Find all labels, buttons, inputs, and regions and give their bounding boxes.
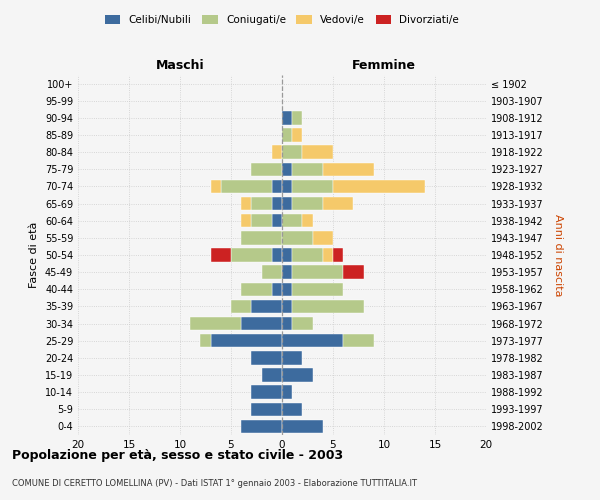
Bar xyxy=(313,231,333,244)
Bar xyxy=(200,334,211,347)
Bar xyxy=(282,197,292,210)
Bar xyxy=(241,197,251,210)
Bar xyxy=(272,146,282,159)
Bar xyxy=(282,214,302,228)
Bar xyxy=(323,197,353,210)
Bar xyxy=(292,128,302,141)
Bar xyxy=(251,300,282,313)
Bar xyxy=(282,420,323,433)
Bar xyxy=(251,162,282,176)
Text: Maschi: Maschi xyxy=(155,60,205,72)
Bar xyxy=(241,420,282,433)
Bar xyxy=(272,197,282,210)
Bar xyxy=(282,266,292,279)
Bar xyxy=(241,214,251,228)
Bar xyxy=(302,214,313,228)
Bar xyxy=(292,197,323,210)
Bar xyxy=(282,146,302,159)
Bar xyxy=(282,231,313,244)
Bar xyxy=(272,180,282,193)
Bar xyxy=(292,282,343,296)
Bar xyxy=(241,317,282,330)
Bar xyxy=(251,214,272,228)
Bar xyxy=(241,231,282,244)
Bar xyxy=(282,128,292,141)
Bar xyxy=(231,248,272,262)
Bar xyxy=(323,248,333,262)
Bar xyxy=(282,162,292,176)
Bar xyxy=(302,146,333,159)
Text: COMUNE DI CERETTO LOMELLINA (PV) - Dati ISTAT 1° gennaio 2003 - Elaborazione TUT: COMUNE DI CERETTO LOMELLINA (PV) - Dati … xyxy=(12,478,417,488)
Bar xyxy=(323,162,374,176)
Bar xyxy=(251,351,282,364)
Y-axis label: Anni di nascita: Anni di nascita xyxy=(553,214,563,296)
Bar xyxy=(282,180,292,193)
Bar xyxy=(282,317,292,330)
Bar xyxy=(251,402,282,416)
Text: Femmine: Femmine xyxy=(352,60,416,72)
Bar xyxy=(231,300,251,313)
Bar xyxy=(211,180,221,193)
Bar xyxy=(211,334,282,347)
Bar xyxy=(282,351,302,364)
Bar xyxy=(272,248,282,262)
Bar xyxy=(333,248,343,262)
Bar xyxy=(211,248,231,262)
Bar xyxy=(251,386,282,399)
Bar xyxy=(251,197,272,210)
Legend: Celibi/Nubili, Coniugati/e, Vedovi/e, Divorziati/e: Celibi/Nubili, Coniugati/e, Vedovi/e, Di… xyxy=(103,12,461,27)
Bar xyxy=(292,266,343,279)
Bar xyxy=(272,282,282,296)
Bar xyxy=(292,180,333,193)
Bar xyxy=(343,266,364,279)
Bar xyxy=(292,248,323,262)
Bar xyxy=(262,368,282,382)
Bar xyxy=(282,282,292,296)
Bar xyxy=(282,300,292,313)
Text: Popolazione per età, sesso e stato civile - 2003: Popolazione per età, sesso e stato civil… xyxy=(12,450,343,462)
Bar xyxy=(272,214,282,228)
Y-axis label: Fasce di età: Fasce di età xyxy=(29,222,39,288)
Bar xyxy=(262,266,282,279)
Bar xyxy=(282,111,292,124)
Bar xyxy=(292,111,302,124)
Bar xyxy=(221,180,272,193)
Bar xyxy=(292,162,323,176)
Bar xyxy=(292,317,313,330)
Bar xyxy=(190,317,241,330)
Bar xyxy=(241,282,272,296)
Bar xyxy=(333,180,425,193)
Bar xyxy=(282,248,292,262)
Bar xyxy=(343,334,374,347)
Bar xyxy=(282,402,302,416)
Bar xyxy=(292,300,364,313)
Bar xyxy=(282,334,343,347)
Bar xyxy=(282,368,313,382)
Bar xyxy=(282,386,292,399)
